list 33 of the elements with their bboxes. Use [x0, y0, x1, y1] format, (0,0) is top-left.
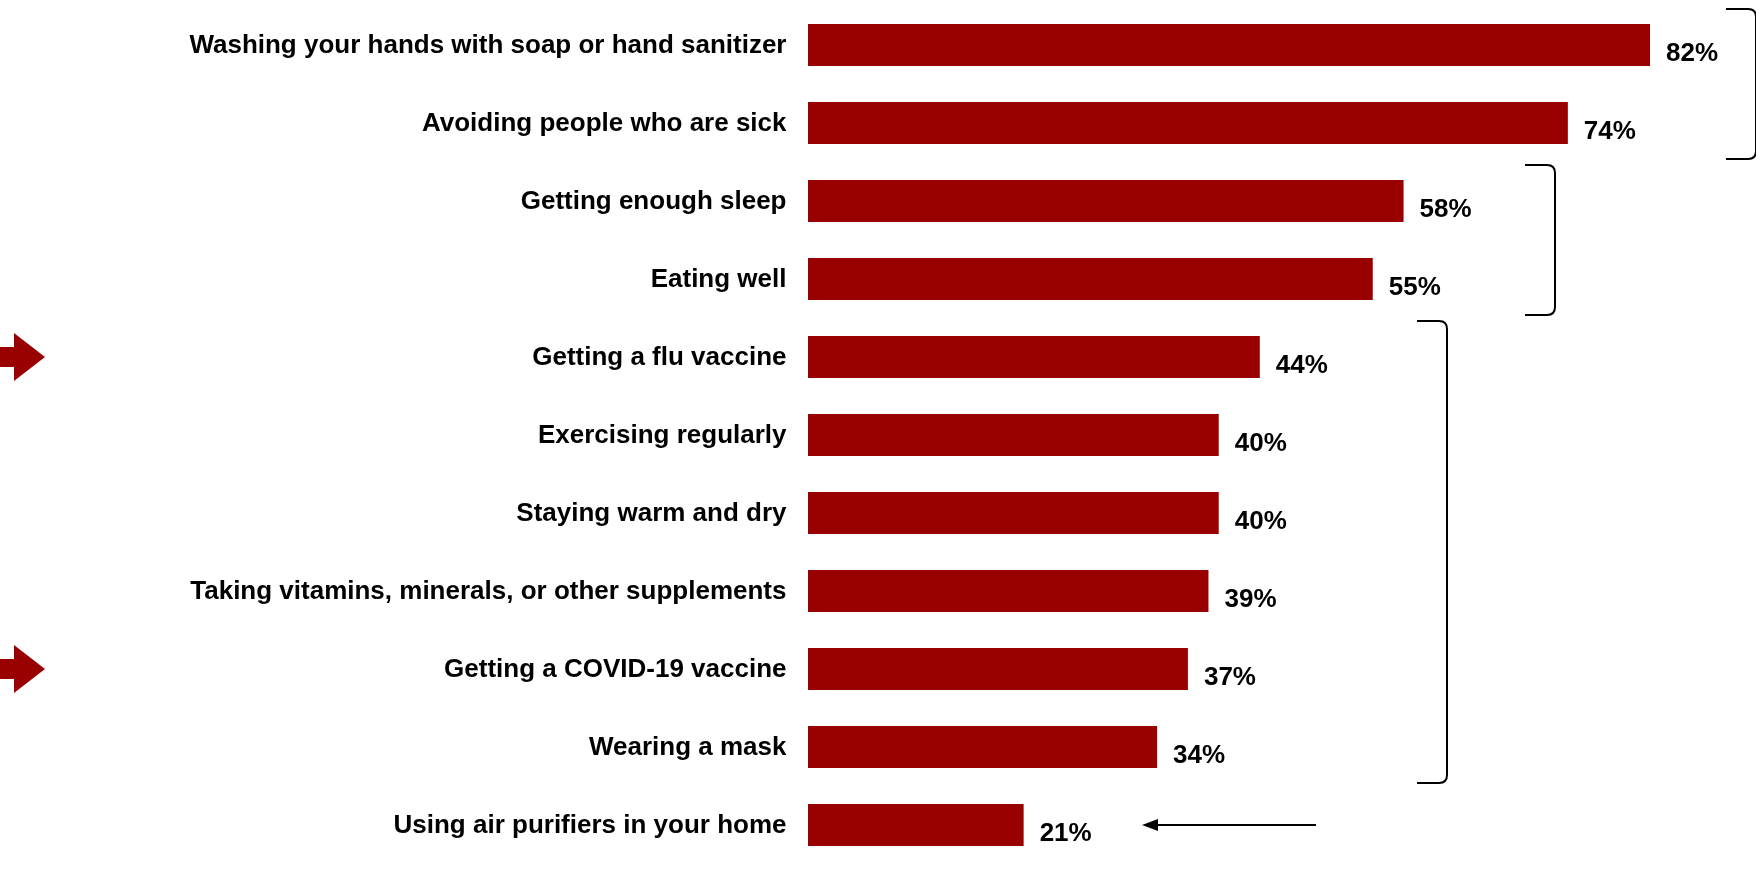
bar: [808, 413, 1219, 457]
bar: [808, 491, 1219, 535]
bar: [808, 725, 1158, 769]
data-label: 37%: [1203, 661, 1256, 691]
bar: [808, 101, 1568, 145]
y-tick-label: Getting enough sleep: [520, 185, 787, 215]
y-tick-label: Exercising regularly: [537, 419, 788, 449]
bar: [808, 335, 1260, 379]
data-label: 39%: [1224, 583, 1277, 613]
data-label: 40%: [1234, 427, 1287, 457]
data-label: 82%: [1666, 37, 1719, 67]
y-tick-label: Getting a flu vaccine: [532, 341, 787, 371]
bar: [808, 647, 1188, 691]
y-tick-label: Avoiding people who are sick: [421, 107, 788, 137]
data-label: 58%: [1419, 193, 1472, 223]
y-tick-label: Taking vitamins, minerals, or other supplements: [190, 575, 787, 605]
y-tick-label: Using air purifiers in your home: [393, 809, 787, 839]
data-label: 21%: [1039, 817, 1092, 847]
data-label: 34%: [1173, 739, 1226, 769]
data-label: 40%: [1234, 505, 1287, 535]
bar: [808, 569, 1209, 613]
data-label: 74%: [1583, 115, 1636, 145]
y-tick-label: Staying warm and dry: [516, 497, 788, 527]
data-label: 44%: [1275, 349, 1328, 379]
bar: [808, 23, 1650, 67]
data-label: 55%: [1388, 271, 1441, 301]
bar: [808, 179, 1404, 223]
y-tick-label: Washing your hands with soap or hand sanitizer: [189, 29, 787, 59]
bar: [808, 803, 1024, 847]
y-tick-label: Eating well: [650, 263, 787, 293]
y-tick-label: Wearing a mask: [588, 731, 788, 761]
bar: [808, 257, 1373, 301]
y-tick-label: Getting a COVID-19 vaccine: [444, 653, 787, 683]
